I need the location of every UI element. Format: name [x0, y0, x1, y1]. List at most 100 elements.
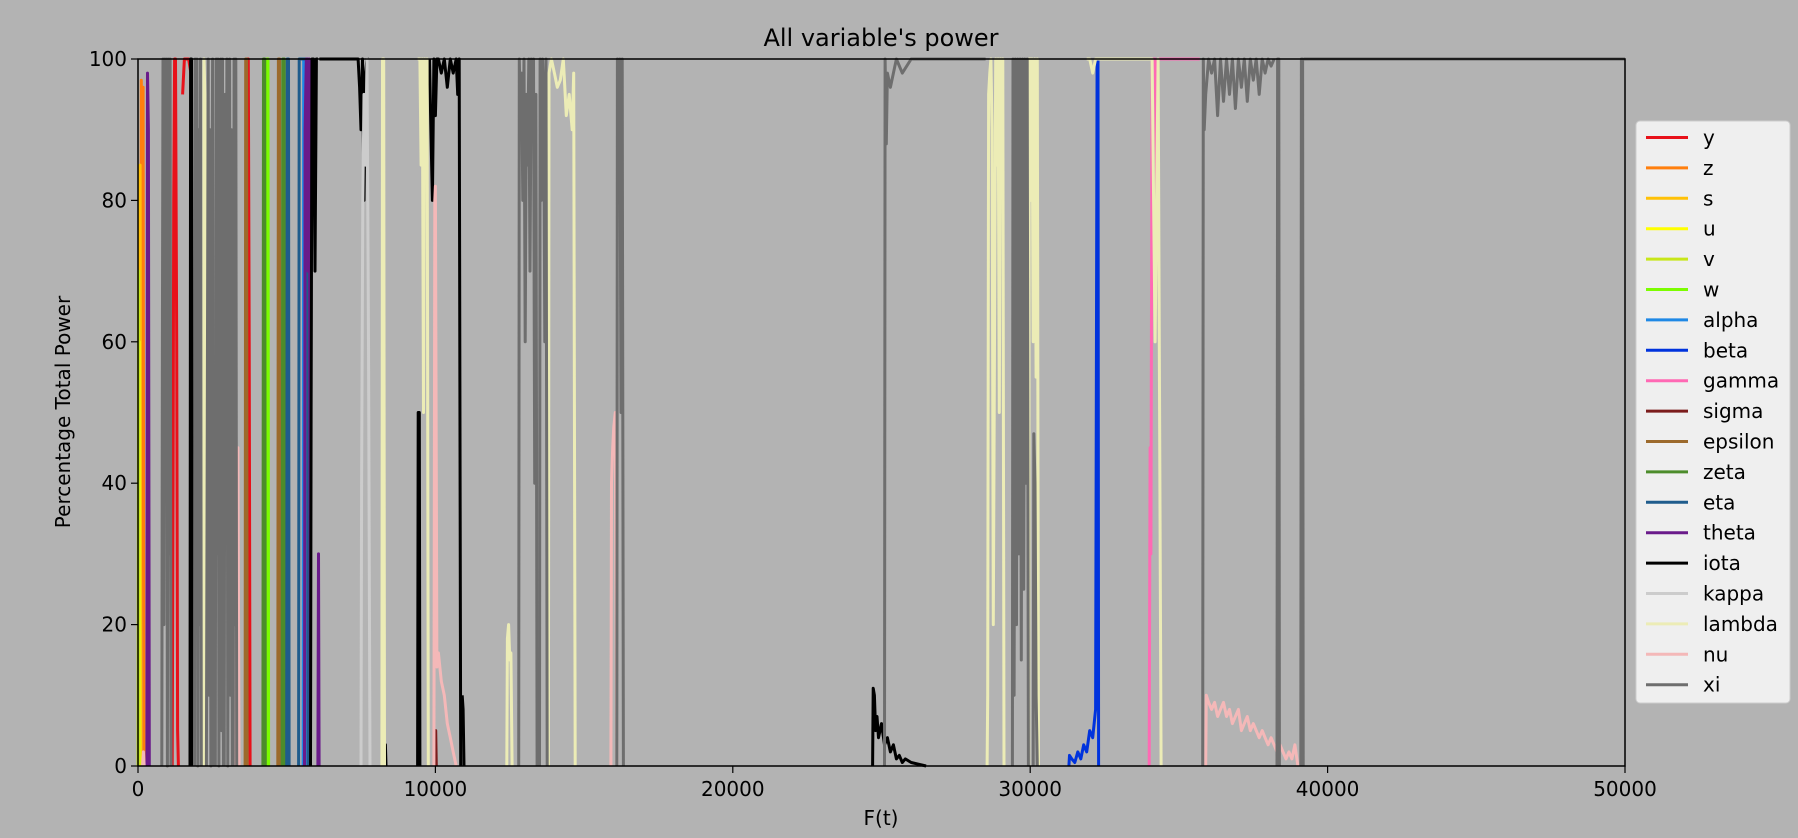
legend-label: epsilon: [1703, 430, 1774, 454]
series-xi-line-3: [213, 57, 225, 768]
x-tick-label: 50000: [1593, 777, 1657, 801]
series-lambda-line-5: [985, 57, 1006, 767]
legend-label: z: [1703, 156, 1714, 180]
series-xi-line-5: [231, 57, 239, 767]
series-theta-line-0: [145, 71, 151, 767]
series-epsilon-line-1: [276, 57, 282, 767]
series-xi-line-12: [1201, 57, 1276, 767]
series-xi-line-1: [193, 57, 203, 768]
series-lambda-line-1: [380, 57, 386, 767]
series-nu-line-4: [1204, 693, 1300, 767]
legend-item-y: y: [1646, 126, 1715, 150]
series-beta: [1067, 57, 1101, 767]
x-tick-label: 20000: [701, 777, 765, 801]
y-tick-label: 60: [102, 330, 127, 354]
legend-item-alpha: alpha: [1646, 308, 1758, 332]
y-axis: 0 20 40 60 80 100: [89, 47, 138, 778]
legend-label: gamma: [1703, 369, 1779, 393]
legend-item-v: v: [1646, 247, 1715, 271]
series-xi-line-2: [204, 57, 215, 768]
series-sigma: [433, 729, 438, 767]
legend-label: iota: [1703, 551, 1741, 575]
legend-item-epsilon: epsilon: [1646, 430, 1774, 454]
series-epsilon-line-0: [243, 57, 249, 767]
legend-item-gamma: gamma: [1646, 369, 1779, 393]
legend-item-kappa: kappa: [1646, 582, 1764, 606]
y-tick-label: 100: [89, 47, 127, 71]
legend-item-theta: theta: [1646, 521, 1756, 545]
series-lambda-line-0: [201, 57, 208, 767]
series-iota-line-6: [460, 695, 466, 767]
series-nu-line-3: [609, 411, 619, 767]
series-zeta-line-0: [261, 57, 267, 767]
legend-label: beta: [1703, 338, 1748, 362]
legend-item-sigma: sigma: [1646, 399, 1763, 423]
y-tick-label: 40: [102, 471, 127, 495]
series-iota-line-7: [871, 686, 927, 768]
chart-title: All variable's power: [763, 24, 998, 52]
x-tick-label: 40000: [1296, 777, 1360, 801]
legend-label: w: [1703, 278, 1719, 302]
series-lambda-line-4: [546, 57, 577, 767]
legend-label: sigma: [1703, 399, 1763, 423]
legend-label: v: [1703, 247, 1715, 271]
series-iota-line-0: [188, 57, 194, 767]
series-kappa: [359, 57, 372, 767]
series-xi-line-11: [1031, 432, 1039, 767]
y-axis-label: Percentage Total Power: [51, 295, 75, 528]
legend-label: xi: [1703, 673, 1720, 697]
series-xi-line-4: [222, 57, 234, 768]
y-tick-label: 80: [102, 188, 127, 212]
series-zeta-line-1: [280, 57, 287, 767]
legend-item-nu: nu: [1646, 642, 1728, 666]
x-axis: 0 10000 20000 30000 40000 50000: [132, 766, 1657, 801]
plot-frame: [137, 58, 1626, 767]
legend-item-eta: eta: [1646, 490, 1735, 514]
x-tick-label: 10000: [404, 777, 468, 801]
x-tick-label: 0: [132, 777, 145, 801]
series-nu-line-2: [432, 184, 458, 767]
series-kappa-line-0: [359, 57, 372, 767]
legend-item-lambda: lambda: [1646, 612, 1778, 636]
series-eta-line-0: [285, 57, 291, 767]
legend-item-xi: xi: [1646, 673, 1720, 697]
series-lambda-line-3: [505, 623, 514, 767]
legend-label: theta: [1703, 521, 1756, 545]
legend-item-w: w: [1646, 278, 1719, 302]
series-sigma-line-0: [433, 729, 438, 767]
y-tick-label: 0: [114, 754, 127, 778]
x-axis-label: F(t): [864, 806, 899, 830]
plot-area: [136, 57, 1626, 768]
series-xi-line-0: [160, 57, 173, 768]
legend-label: nu: [1703, 642, 1728, 666]
series-iota-line-5: [428, 57, 463, 767]
legend-item-u: u: [1646, 217, 1716, 241]
series-iota-line-4: [416, 411, 422, 767]
series-nu-line-0: [141, 750, 146, 767]
series-beta-line-0: [1067, 57, 1101, 767]
legend-label: lambda: [1703, 612, 1778, 636]
legend-item-iota: iota: [1646, 551, 1741, 575]
legend-item-z: z: [1646, 156, 1714, 180]
y-tick-label: 20: [102, 613, 127, 637]
x-tick-label: 30000: [998, 777, 1062, 801]
legend-label: zeta: [1703, 460, 1746, 484]
series-xi-line-7: [538, 57, 549, 767]
legend-box: [1635, 120, 1791, 704]
series-xi-line-6: [517, 57, 539, 767]
legend-label: kappa: [1703, 582, 1764, 606]
legend-label: eta: [1703, 490, 1735, 514]
legend-label: alpha: [1703, 308, 1758, 332]
legend-label: s: [1703, 186, 1713, 210]
legend-item-zeta: zeta: [1646, 460, 1746, 484]
legend-item-s: s: [1646, 186, 1713, 210]
legend-label: y: [1703, 126, 1715, 150]
legend-label: u: [1703, 217, 1716, 241]
legend-item-beta: beta: [1646, 338, 1748, 362]
series-xi-line-13: [1275, 57, 1281, 767]
series-xi-line-14: [1299, 57, 1305, 767]
series-theta-line-2: [316, 552, 321, 767]
